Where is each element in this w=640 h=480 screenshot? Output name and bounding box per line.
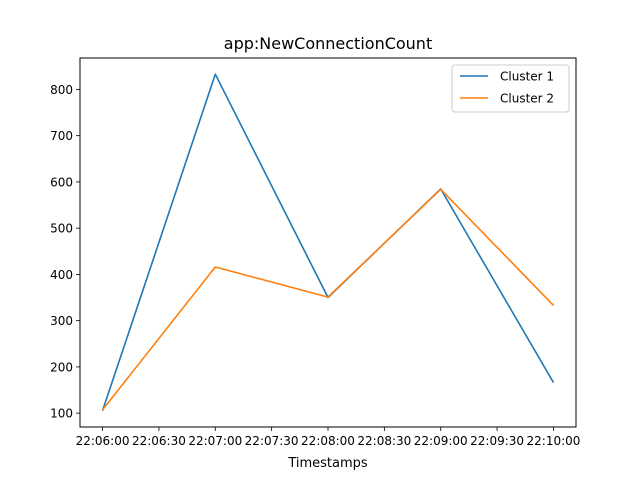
plot-frame [79, 57, 577, 428]
x-tick-label: 22:07:30 [245, 434, 299, 448]
y-tick-label: 100 [50, 407, 73, 421]
x-tick-label: 22:09:00 [414, 434, 468, 448]
x-tick-label: 22:08:00 [301, 434, 355, 448]
x-tick-label: 22:10:00 [527, 434, 581, 448]
x-tick-label: 22:06:00 [76, 434, 130, 448]
x-tick-label: 22:09:30 [470, 434, 524, 448]
series-line-cluster-2 [101, 188, 555, 411]
y-tick-label: 700 [50, 129, 73, 143]
y-tick-label: 400 [50, 268, 73, 282]
x-axis-label: Timestamps [287, 456, 368, 471]
y-tick-label: 200 [50, 360, 73, 374]
legend-label-cluster-2: Cluster 2 [500, 92, 554, 106]
y-tick-label: 800 [50, 83, 73, 97]
x-tick-label: 22:06:30 [132, 434, 186, 448]
series-line-cluster-1 [101, 73, 555, 412]
x-tick-label: 22:07:00 [188, 434, 242, 448]
legend-label-cluster-1: Cluster 1 [500, 70, 554, 84]
y-tick-label: 600 [50, 175, 73, 189]
y-tick-label: 300 [50, 314, 73, 328]
x-axis: 22:06:00 22:06:30 22:07:00 22:07:30 22:08:00… [76, 427, 581, 448]
y-tick-label: 500 [50, 222, 73, 236]
legend: Cluster 1 Cluster 2 [451, 64, 570, 113]
y-axis: 100 200 300 400 500 600 700 800 [50, 83, 80, 421]
plot-series [101, 73, 555, 412]
chart-title: app:NewConnectionCount [224, 34, 432, 53]
x-tick-label: 22:08:30 [357, 434, 411, 448]
